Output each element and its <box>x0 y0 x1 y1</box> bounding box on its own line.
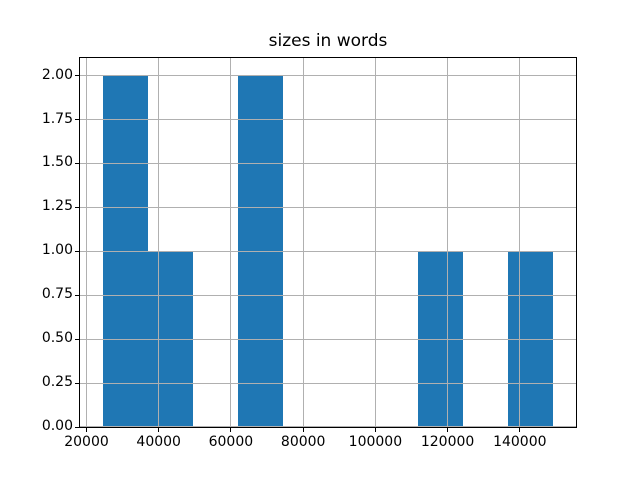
h-gridline <box>80 119 576 120</box>
y-tick-mark <box>75 206 79 208</box>
y-tick-mark <box>75 426 79 428</box>
x-tick-label: 120000 <box>420 434 475 450</box>
y-tick-label: 1.25 <box>41 198 73 215</box>
plot-area <box>79 57 577 428</box>
y-tick-label: 2.00 <box>41 66 73 83</box>
h-gridline <box>80 162 576 164</box>
h-gridline <box>80 75 576 77</box>
x-tick-mark <box>447 428 449 432</box>
x-tick-mark <box>158 428 160 432</box>
plot-inner <box>80 58 576 427</box>
x-tick-mark <box>519 428 521 432</box>
x-tick-label: 80000 <box>280 434 326 450</box>
h-gridline <box>80 250 576 252</box>
h-gridline <box>80 382 576 384</box>
h-gridline <box>80 338 576 340</box>
x-tick-label: 100000 <box>348 434 403 450</box>
v-gridline <box>230 58 232 427</box>
x-tick-mark <box>302 428 304 432</box>
v-gridline <box>447 58 449 427</box>
x-tick-mark <box>374 428 376 432</box>
x-tick-label: 60000 <box>208 434 254 450</box>
y-tick-label: 0.50 <box>41 330 73 347</box>
y-tick-mark <box>75 250 79 252</box>
x-tick-label: 20000 <box>64 434 109 450</box>
y-tick-label: 0.75 <box>41 286 73 303</box>
y-tick-mark <box>75 75 79 77</box>
y-tick-mark <box>75 162 79 164</box>
y-tick-mark <box>75 294 79 296</box>
h-gridline <box>80 206 576 208</box>
v-gridline <box>519 58 521 427</box>
h-gridline <box>80 426 576 427</box>
v-gridline <box>86 58 87 427</box>
y-tick-label: 0.25 <box>41 374 73 391</box>
y-tick-mark <box>75 382 79 384</box>
v-gridline <box>302 58 304 427</box>
x-tick-mark <box>230 428 232 432</box>
y-tick-mark <box>75 338 79 340</box>
v-gridline <box>374 58 376 427</box>
h-gridline <box>80 294 576 296</box>
y-tick-label: 1.75 <box>41 110 73 127</box>
y-tick-label: 1.50 <box>41 154 73 171</box>
chart-title: sizes in words <box>268 31 388 51</box>
y-tick-mark <box>75 119 79 120</box>
x-tick-label: 140000 <box>493 434 547 450</box>
y-tick-label: 0.00 <box>41 418 73 434</box>
y-tick-label: 1.00 <box>41 242 73 259</box>
v-gridline <box>158 58 160 427</box>
x-tick-label: 40000 <box>136 434 181 450</box>
x-tick-mark <box>86 428 87 432</box>
